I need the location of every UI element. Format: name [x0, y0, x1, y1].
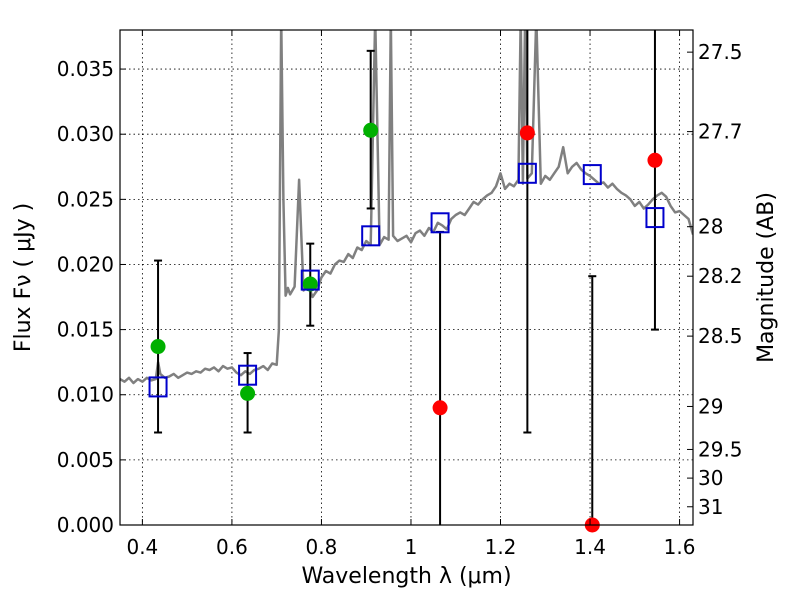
- x-tick-label: 1.2: [485, 535, 517, 559]
- y-tick-label: 0.005: [57, 448, 114, 472]
- y-axis-label: Flux Fν ( μJy ): [11, 203, 36, 352]
- errorbar-layer: [154, 30, 659, 525]
- mag-tick-label: 30: [698, 466, 723, 490]
- mag-tick-label: 29.5: [698, 437, 743, 461]
- x-tick-label: 1.4: [574, 535, 606, 559]
- y-tick-label: 0.025: [57, 187, 114, 211]
- model-square: [300, 269, 320, 291]
- mag-tick-label: 27.5: [698, 40, 743, 64]
- spectrum-line-layer: [120, 30, 693, 385]
- y-tick-label: 0.035: [57, 57, 114, 81]
- model-square: [361, 225, 381, 247]
- spectrum-line: [120, 30, 693, 385]
- red-point: [432, 400, 448, 416]
- mag-tick-label: 29: [698, 394, 723, 418]
- mag-tick-label: 28.2: [698, 264, 743, 288]
- green-point: [302, 276, 318, 292]
- x-tick-label: 0.4: [126, 535, 158, 559]
- x-tick-label: 1: [405, 535, 418, 559]
- x-axis-label: Wavelength λ (μm): [301, 564, 511, 589]
- x-tick-label: 0.8: [306, 535, 338, 559]
- y-tick-label: 0.010: [57, 383, 114, 407]
- model-square: [645, 207, 665, 229]
- x-tick-label: 0.6: [216, 535, 248, 559]
- plot-frame: [119, 29, 694, 526]
- mag-tick-label: 31: [698, 495, 723, 519]
- y-tick-label: 0.015: [57, 318, 114, 342]
- model-square: [238, 364, 258, 386]
- y-tick-label: 0.020: [57, 252, 114, 276]
- model-square: [517, 162, 537, 184]
- y-tick-label: 0.000: [57, 513, 114, 537]
- model-square: [582, 164, 602, 186]
- green-point: [363, 122, 379, 138]
- points-layer: [148, 122, 665, 533]
- right-axis-label: Magnitude (AB): [754, 192, 779, 363]
- mag-tick-label: 27.7: [698, 120, 743, 144]
- mag-tick-label: 28.5: [698, 324, 743, 348]
- green-point: [150, 339, 166, 355]
- model-square: [148, 376, 168, 398]
- grid-layer: [120, 30, 693, 526]
- y-tick-label: 0.030: [57, 122, 114, 146]
- mag-tick-label: 28: [698, 215, 723, 239]
- model-square: [430, 212, 450, 234]
- red-point: [519, 125, 535, 141]
- x-tick-label: 1.6: [664, 535, 696, 559]
- ticks-layer: [120, 30, 693, 526]
- green-point: [240, 385, 256, 401]
- tick-labels-layer: 0.4 0.6 0.8 1 1.2 1.4 1.6 0.000 0.005 0.010 0.015 0…: [57, 40, 743, 559]
- red-point: [647, 152, 663, 168]
